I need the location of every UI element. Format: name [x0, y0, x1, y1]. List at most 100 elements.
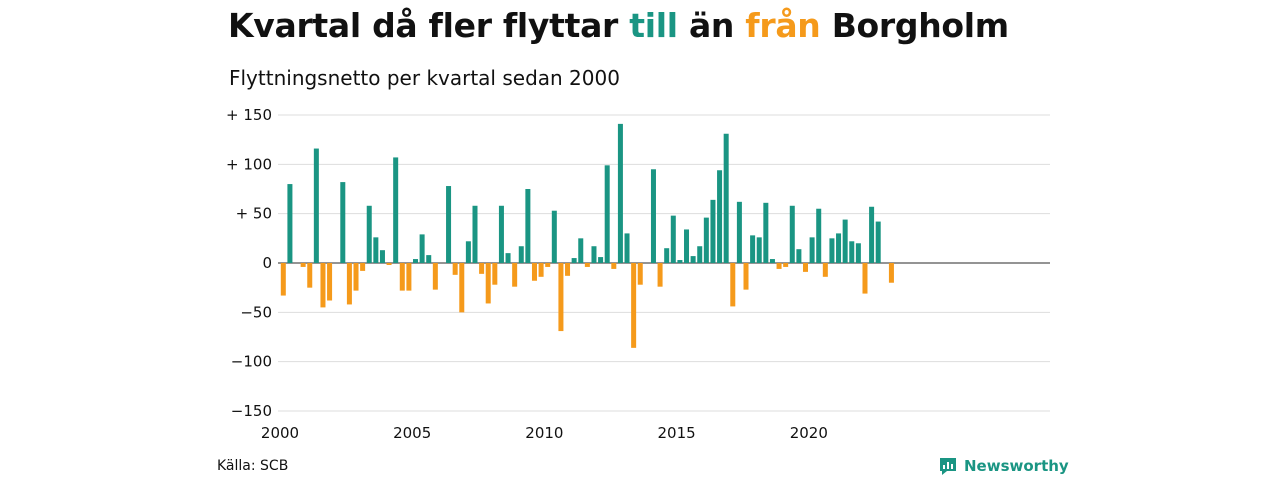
bar	[346, 263, 352, 305]
y-tick-label: + 100	[226, 155, 272, 173]
bar	[842, 219, 848, 263]
brand: Newsworthy	[938, 456, 1069, 476]
bar	[432, 263, 438, 290]
bar	[459, 263, 465, 313]
bar	[280, 263, 286, 296]
bar	[875, 221, 881, 263]
bar	[822, 263, 828, 277]
bar	[650, 169, 656, 263]
y-tick-label: + 150	[226, 106, 272, 124]
bar	[677, 260, 683, 263]
bar	[723, 133, 729, 263]
bar	[366, 205, 372, 263]
bar	[498, 205, 504, 263]
bar	[888, 263, 894, 283]
bar	[300, 263, 306, 267]
bar	[492, 263, 498, 285]
bar	[545, 263, 551, 267]
x-tick-label: 2020	[790, 424, 828, 442]
bar	[717, 170, 723, 263]
bar	[598, 257, 604, 263]
bar	[624, 233, 630, 263]
bar	[538, 263, 544, 277]
bar	[657, 263, 663, 287]
bar	[446, 186, 452, 263]
bar	[631, 263, 637, 348]
bar	[379, 250, 385, 263]
bar	[452, 263, 458, 275]
newsworthy-logo-icon	[940, 458, 956, 475]
bar	[571, 258, 577, 263]
bar	[465, 241, 471, 263]
y-tick-label: −100	[231, 353, 272, 371]
bar	[320, 263, 326, 308]
bar	[855, 243, 861, 263]
brand-name: Newsworthy	[964, 457, 1069, 475]
title-part-1: Kvartal då fler flyttar	[228, 6, 630, 45]
bar	[809, 237, 815, 263]
bar	[617, 123, 623, 263]
title-highlight-till: till	[629, 6, 678, 45]
x-tick-label: 2000	[261, 424, 299, 442]
bar	[327, 263, 333, 301]
bar	[684, 229, 690, 263]
bar	[836, 233, 842, 263]
bar	[485, 263, 491, 304]
bar	[591, 246, 597, 263]
bar	[505, 253, 511, 263]
bar	[789, 205, 795, 263]
bar	[531, 263, 537, 281]
bar	[584, 263, 590, 267]
source-note: Källa: SCB	[217, 458, 289, 474]
bar	[697, 246, 703, 263]
y-tick-label: 0	[262, 254, 272, 272]
bar	[525, 189, 531, 263]
bar	[512, 263, 518, 287]
bar	[353, 263, 359, 291]
y-tick-label: −50	[240, 303, 272, 321]
title-highlight-fran: från	[745, 6, 821, 45]
bar	[703, 217, 709, 263]
bar	[578, 238, 584, 263]
bar	[313, 148, 319, 263]
bar	[551, 210, 557, 263]
bar	[611, 263, 617, 269]
bar	[783, 263, 789, 267]
bar	[558, 263, 564, 332]
bar	[604, 165, 610, 263]
title-part-3: Borgholm	[820, 6, 1009, 45]
bar	[862, 263, 868, 294]
bar	[736, 201, 742, 263]
bar	[750, 235, 756, 263]
x-tick-label: 2015	[658, 424, 696, 442]
bar	[796, 249, 802, 263]
y-tick-label: −150	[231, 402, 272, 420]
bar	[386, 263, 392, 265]
y-tick-label: + 50	[236, 205, 272, 223]
bar	[849, 241, 855, 263]
bar	[307, 263, 313, 288]
bar	[756, 237, 762, 263]
bar	[816, 208, 822, 263]
bar	[413, 259, 419, 263]
bar	[479, 263, 485, 274]
bar	[637, 263, 643, 285]
bar	[419, 234, 425, 263]
bar	[287, 184, 293, 263]
bar	[565, 263, 571, 276]
bar	[373, 237, 379, 263]
chart-title: Kvartal då fler flyttar till än från Bor…	[228, 6, 1009, 45]
bar	[730, 263, 736, 307]
bar	[399, 263, 405, 291]
bar	[670, 215, 676, 263]
bar	[829, 238, 835, 263]
bar	[869, 206, 875, 263]
bar	[393, 157, 399, 263]
bar	[472, 205, 478, 263]
bar	[406, 263, 412, 291]
bar	[769, 259, 775, 263]
x-tick-label: 2010	[525, 424, 563, 442]
bar	[426, 255, 432, 263]
bar	[776, 263, 782, 269]
